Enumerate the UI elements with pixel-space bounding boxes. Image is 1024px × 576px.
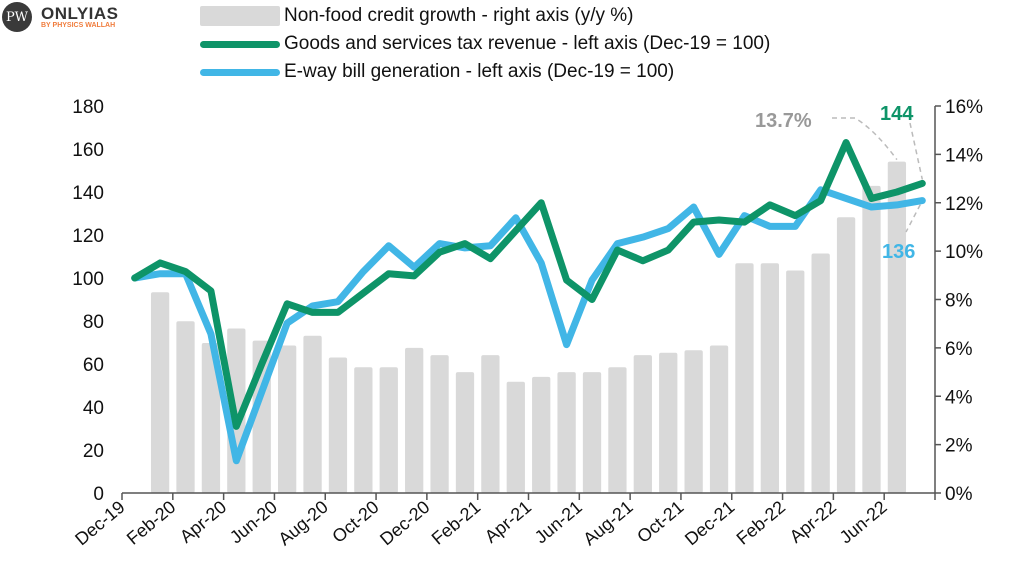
bar-Mar-21 (506, 381, 525, 493)
right-axis-label: 16% (945, 97, 983, 118)
x-axis-label: Feb-22 (733, 497, 790, 549)
bar-Mar-22 (811, 253, 830, 493)
bar-Aug-20 (328, 357, 348, 493)
logo-name: ONLYIAS (41, 4, 119, 23)
bar-Apr-21 (532, 376, 551, 493)
bar-Sep-21 (659, 352, 678, 493)
bar-Jul-21 (608, 367, 627, 493)
gst-line (131, 139, 926, 430)
annotation-leader (905, 204, 921, 233)
bar-Jun-20 (277, 345, 297, 493)
bar-Jan-22 (760, 263, 780, 493)
bar-Oct-20 (379, 367, 398, 493)
bar-Feb-20 (176, 321, 195, 493)
annotation-label: 144 (880, 103, 914, 125)
bar-Aug-21 (633, 355, 652, 493)
bar-Nov-21 (709, 345, 729, 493)
left-axis-label: 120 (72, 226, 104, 247)
x-axis-label: Jun-21 (531, 497, 586, 548)
logo: PW ONLYIAS BY PHYSICS WALLAH (2, 2, 119, 32)
right-axis-label: 6% (945, 339, 973, 360)
legend-swatch-bar (200, 6, 280, 26)
eway-line (131, 186, 926, 465)
right-axis-label: 10% (945, 242, 983, 263)
legend-label: Non-food credit growth - right axis (y/y… (284, 5, 634, 26)
legend-item-credit: Non-food credit growth - right axis (y/y… (200, 2, 770, 30)
legend-swatch-line (200, 68, 280, 76)
bar-May-22 (862, 185, 881, 493)
annotation-leader (909, 122, 924, 180)
bar-May-21 (557, 372, 576, 493)
x-axis-label: Jun-20 (226, 497, 281, 548)
bar-Mar-20 (201, 343, 221, 493)
legend-item-gst: Goods and services tax revenue - left ax… (200, 30, 770, 58)
left-axis-label: 160 (72, 140, 104, 161)
left-axis-label: 80 (83, 312, 104, 333)
right-axis-label: 2% (945, 436, 973, 457)
left-axis-label: 180 (72, 97, 104, 118)
bar-Oct-21 (684, 350, 703, 493)
legend-item-eway: E-way bill generation - left axis (Dec-1… (200, 58, 770, 86)
right-axis-label: 0% (945, 484, 973, 505)
bar-Nov-20 (405, 347, 424, 493)
x-axis-label: Dec-21 (681, 497, 738, 550)
x-axis-label: Apr-21 (481, 497, 535, 547)
bar-Dec-21 (735, 263, 754, 493)
bar-Jan-21 (455, 372, 475, 493)
legend-label: Goods and services tax revenue - left ax… (284, 33, 771, 54)
x-axis-label: Dec-20 (376, 497, 433, 550)
right-axis-label: 8% (945, 291, 973, 312)
bar-Jun-22 (887, 161, 907, 493)
bar-Sep-20 (354, 367, 373, 493)
left-axis-label: 20 (83, 441, 104, 462)
left-axis-label: 40 (83, 398, 104, 419)
x-axis-label: Aug-20 (274, 497, 331, 550)
right-axis-label: 4% (945, 387, 973, 408)
x-axis-label: Oct-21 (633, 497, 687, 547)
annotation-label: 13.7% (755, 110, 812, 132)
x-axis-label: Apr-22 (786, 497, 840, 547)
legend-label: E-way bill generation - left axis (Dec-1… (284, 61, 675, 82)
annotation-leader (832, 117, 898, 161)
x-axis-label: Apr-20 (176, 497, 230, 547)
x-axis-label: Aug-21 (579, 497, 636, 550)
bar-Jun-21 (582, 372, 602, 493)
right-axis-label: 12% (945, 194, 983, 215)
left-axis-label: 140 (72, 183, 104, 204)
logo-sub: BY PHYSICS WALLAH (41, 22, 116, 29)
left-axis-label: 100 (72, 269, 104, 290)
legend-swatch-line (200, 40, 280, 48)
bar-Feb-22 (786, 270, 805, 493)
right-axis-label: 14% (945, 145, 983, 166)
bar-Dec-20 (430, 355, 449, 493)
annotation-label: 136 (882, 241, 915, 263)
logo-mark: PW (2, 2, 32, 32)
left-axis-label: 0 (93, 484, 104, 505)
x-axis-label: Jun-22 (836, 497, 891, 548)
x-axis-label: Feb-20 (123, 497, 180, 549)
bar-Jan-20 (150, 292, 170, 493)
x-axis-label: Feb-21 (428, 497, 485, 549)
bar-Feb-21 (481, 355, 500, 493)
chart-legend: Non-food credit growth - right axis (y/y… (200, 2, 770, 86)
bar-Apr-22 (836, 217, 856, 493)
x-axis-label: Oct-20 (328, 497, 382, 547)
left-axis-label: 60 (83, 355, 104, 376)
bar-Jul-20 (303, 335, 322, 493)
